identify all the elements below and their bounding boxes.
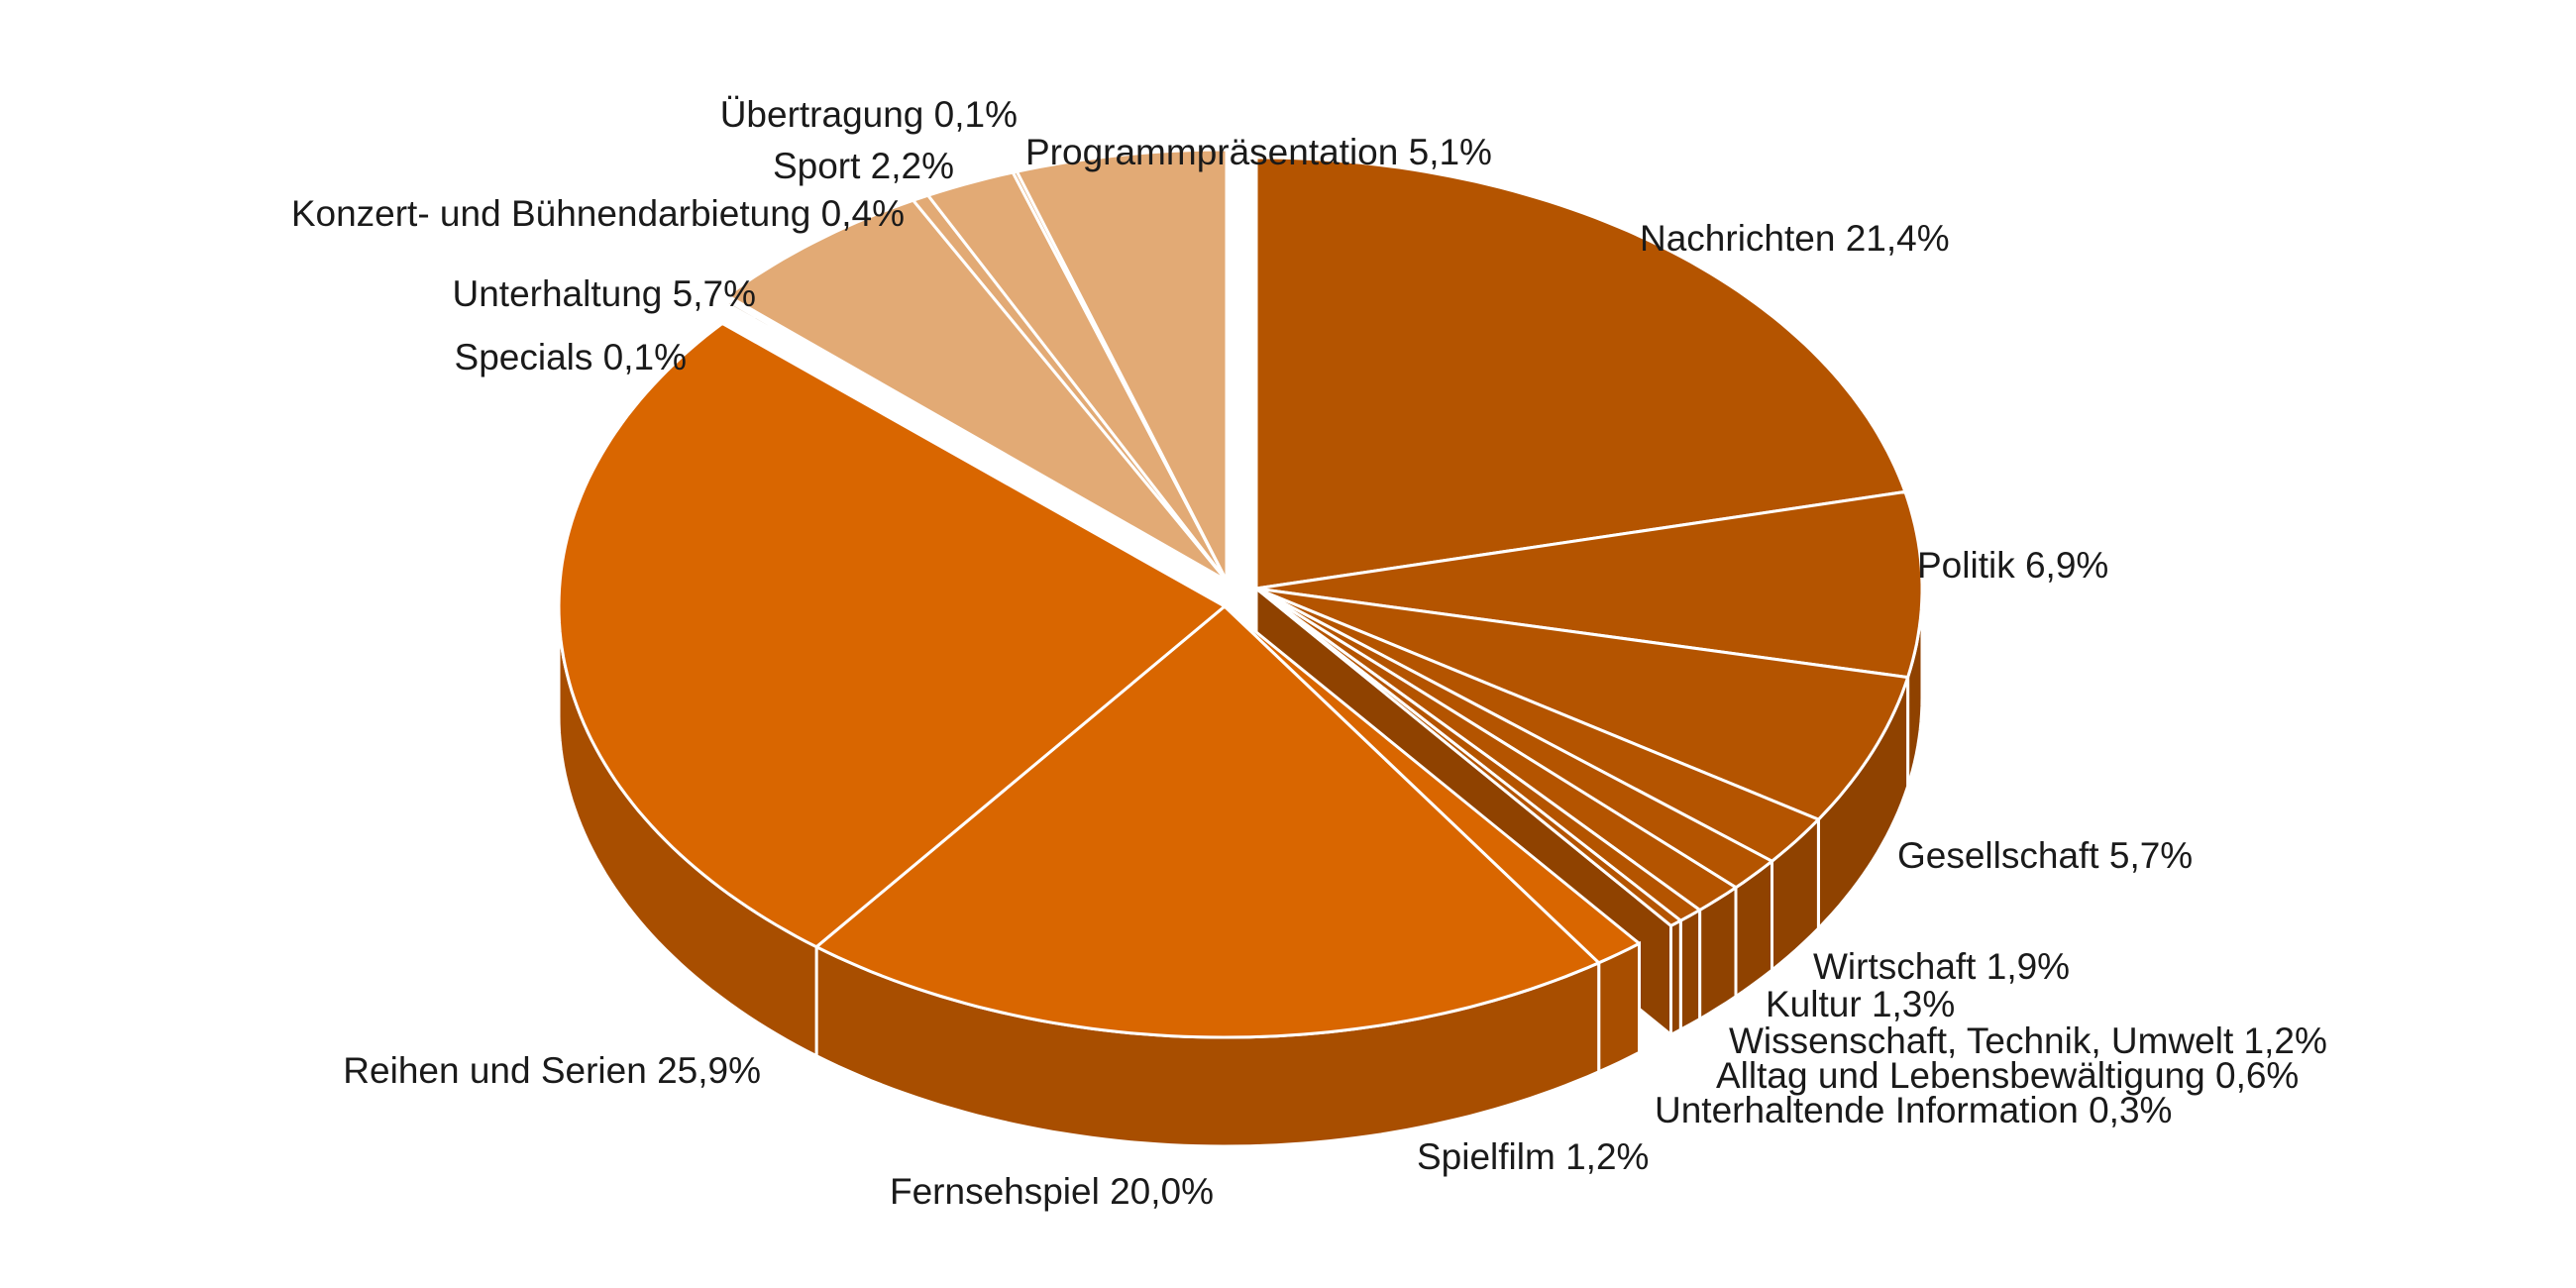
slice-label-value: 2,2% <box>871 146 954 186</box>
slice-label-name: Kultur <box>1766 984 1872 1024</box>
slice-label: Reihen und Serien 25,9% <box>343 1050 761 1091</box>
slice-label-value: 6,9% <box>2025 545 2108 586</box>
slice-label: Wirtschaft 1,9% <box>1813 946 2070 987</box>
slice-label-name: Wirtschaft <box>1813 946 1986 987</box>
slice-label-name: Fernsehspiel <box>890 1171 1110 1212</box>
pie-slice-side <box>1678 907 1702 1032</box>
pie-slice <box>724 299 1231 589</box>
slice-label: Spielfilm 1,2% <box>1417 1136 1649 1177</box>
slice-label-name: Konzert- und Bühnendarbietung <box>291 193 821 234</box>
slice-label-value: 0,1% <box>603 337 687 377</box>
pie-slice <box>1254 587 1773 890</box>
pie-slice-side <box>1669 917 1682 1037</box>
slice-label-value: 5,7% <box>2109 835 2193 876</box>
slice-label-value: 1,2% <box>2244 1020 2327 1061</box>
slice-label: Politik 6,9% <box>1917 545 2108 586</box>
pie-slice <box>1254 587 1682 927</box>
slice-label: Specials 0,1% <box>455 337 687 377</box>
slice-label-value: 0,3% <box>2089 1090 2172 1130</box>
slice-label-value: 1,9% <box>1986 946 2070 987</box>
pie-labels: Nachrichten 21,4% Politik 6,9% Gesellschaf… <box>291 94 2327 1212</box>
pie-slice <box>814 604 1601 1039</box>
slice-label-name: Sport <box>773 146 871 186</box>
slice-label-value: 5,1% <box>1409 132 1492 172</box>
pie-tops <box>557 148 1924 1039</box>
slice-label: Übertragung 0,1% <box>720 94 1018 135</box>
pie-slice <box>926 170 1229 583</box>
slice-label: Gesellschaft 5,7% <box>1897 835 2193 876</box>
slice-label-name: Alltag und Lebensbewältigung <box>1716 1055 2215 1096</box>
slice-label-value: 1,3% <box>1872 984 1955 1024</box>
slice-label-value: 0,6% <box>2215 1055 2299 1096</box>
pie-slice-side <box>1597 940 1641 1075</box>
pie-slice <box>1254 156 1907 590</box>
pie-slice <box>1254 587 1820 863</box>
slice-label-value: 5,7% <box>673 273 756 314</box>
slice-label: Konzert- und Bühnendarbietung 0,4% <box>291 193 905 234</box>
slice-label: Unterhaltende Information 0,3% <box>1655 1090 2172 1130</box>
slice-label-name: Reihen und Serien <box>343 1050 657 1091</box>
slice-label-name: Unterhaltung <box>453 273 673 314</box>
slice-label-value: 21,4% <box>1846 218 1950 259</box>
slice-label: Unterhaltung 5,7% <box>453 273 757 314</box>
slice-label-name: Wissenschaft, Technik, Umwelt <box>1729 1020 2244 1061</box>
slice-label: Programmpräsentation 5,1% <box>1025 132 1492 172</box>
slice-label: Fernsehspiel 20,0% <box>890 1171 1214 1212</box>
pie-slice <box>725 198 1229 583</box>
slice-label: Sport 2,2% <box>773 146 954 186</box>
slice-label-value: 0,4% <box>821 193 905 234</box>
slice-label-name: Spielfilm <box>1417 1136 1565 1177</box>
slice-label: Alltag und Lebensbewältigung 0,6% <box>1716 1055 2299 1096</box>
slice-label-name: Gesellschaft <box>1897 835 2109 876</box>
slice-label: Nachrichten 21,4% <box>1640 218 1950 259</box>
slice-label-name: Nachrichten <box>1640 218 1846 259</box>
slice-label: Kultur 1,3% <box>1766 984 1955 1024</box>
slice-label-name: Unterhaltende Information <box>1655 1090 2089 1130</box>
pie-slice <box>1254 587 1910 821</box>
slice-label: Wissenschaft, Technik, Umwelt 1,2% <box>1729 1020 2327 1061</box>
slice-label-name: Programmpräsentation <box>1025 132 1409 172</box>
slice-label-value: 1,2% <box>1565 1136 1649 1177</box>
slice-label-value: 0,1% <box>934 94 1018 135</box>
slice-label-name: Übertragung <box>720 94 934 135</box>
slice-label-value: 25,9% <box>657 1050 761 1091</box>
slice-label-name: Specials <box>455 337 603 377</box>
pie-slice <box>1254 489 1924 680</box>
pie-slice <box>557 321 1227 949</box>
slice-label-name: Politik <box>1917 545 2025 586</box>
pie-slice <box>1015 148 1229 583</box>
slice-label-value: 20,0% <box>1110 1171 1214 1212</box>
